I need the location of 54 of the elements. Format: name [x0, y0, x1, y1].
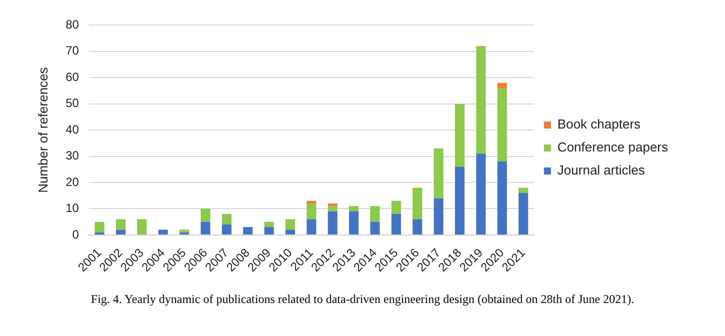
bar: [243, 227, 253, 234]
bar: [455, 166, 465, 234]
y-tick-label: 10: [66, 201, 80, 216]
bar: [412, 188, 422, 220]
bar: [391, 200, 401, 214]
y-axis-title: Number of references: [35, 66, 50, 193]
bar: [222, 214, 232, 224]
y-tick-label: 20: [66, 174, 80, 189]
y-tick-label: 0: [72, 227, 80, 242]
bar: [264, 222, 274, 228]
bar: [370, 206, 380, 222]
bar: [476, 46, 486, 154]
bar: [285, 219, 296, 230]
bar: [200, 208, 210, 222]
bar: [497, 82, 507, 88]
bar: [200, 222, 210, 234]
bar: [137, 219, 147, 234]
bar: [434, 148, 444, 198]
bar: [434, 198, 444, 234]
bar: [264, 227, 274, 234]
bar: [476, 154, 486, 234]
bar: [349, 211, 359, 234]
bar: [180, 230, 190, 232]
bar: [158, 230, 168, 234]
y-tick-label: 60: [66, 70, 80, 84]
bar: [518, 188, 528, 193]
bar: [518, 192, 528, 234]
bar: [349, 206, 359, 212]
bar: [116, 230, 126, 234]
bar: [306, 219, 316, 234]
bar: [497, 162, 507, 234]
bar: [455, 104, 465, 167]
caption: Fig. 4. Yearly dynamic of publications related to data-driven engineering design (obtained on 28th of June 2021).: [90, 292, 636, 307]
bar: [328, 206, 338, 212]
bar: [370, 222, 380, 234]
legend-label: Conference papers: [557, 140, 668, 155]
bar: [285, 230, 296, 234]
bar: [116, 219, 126, 230]
y-tick-label: 30: [66, 148, 80, 163]
bar: [412, 219, 422, 234]
y-tick-label: 80: [66, 18, 80, 32]
bar: [497, 88, 507, 162]
bar: [94, 222, 104, 232]
bar: [328, 211, 338, 234]
legend-label: Journal articles: [557, 162, 646, 178]
y-tick-label: 40: [66, 122, 80, 136]
bar: [328, 203, 338, 206]
bar: [306, 200, 316, 204]
bar: [391, 214, 401, 234]
bar: [306, 203, 316, 220]
y-tick-label: 50: [66, 96, 80, 110]
bar: [222, 224, 232, 234]
y-tick-label: 70: [66, 44, 80, 58]
legend-label: Book chapters: [557, 116, 642, 132]
